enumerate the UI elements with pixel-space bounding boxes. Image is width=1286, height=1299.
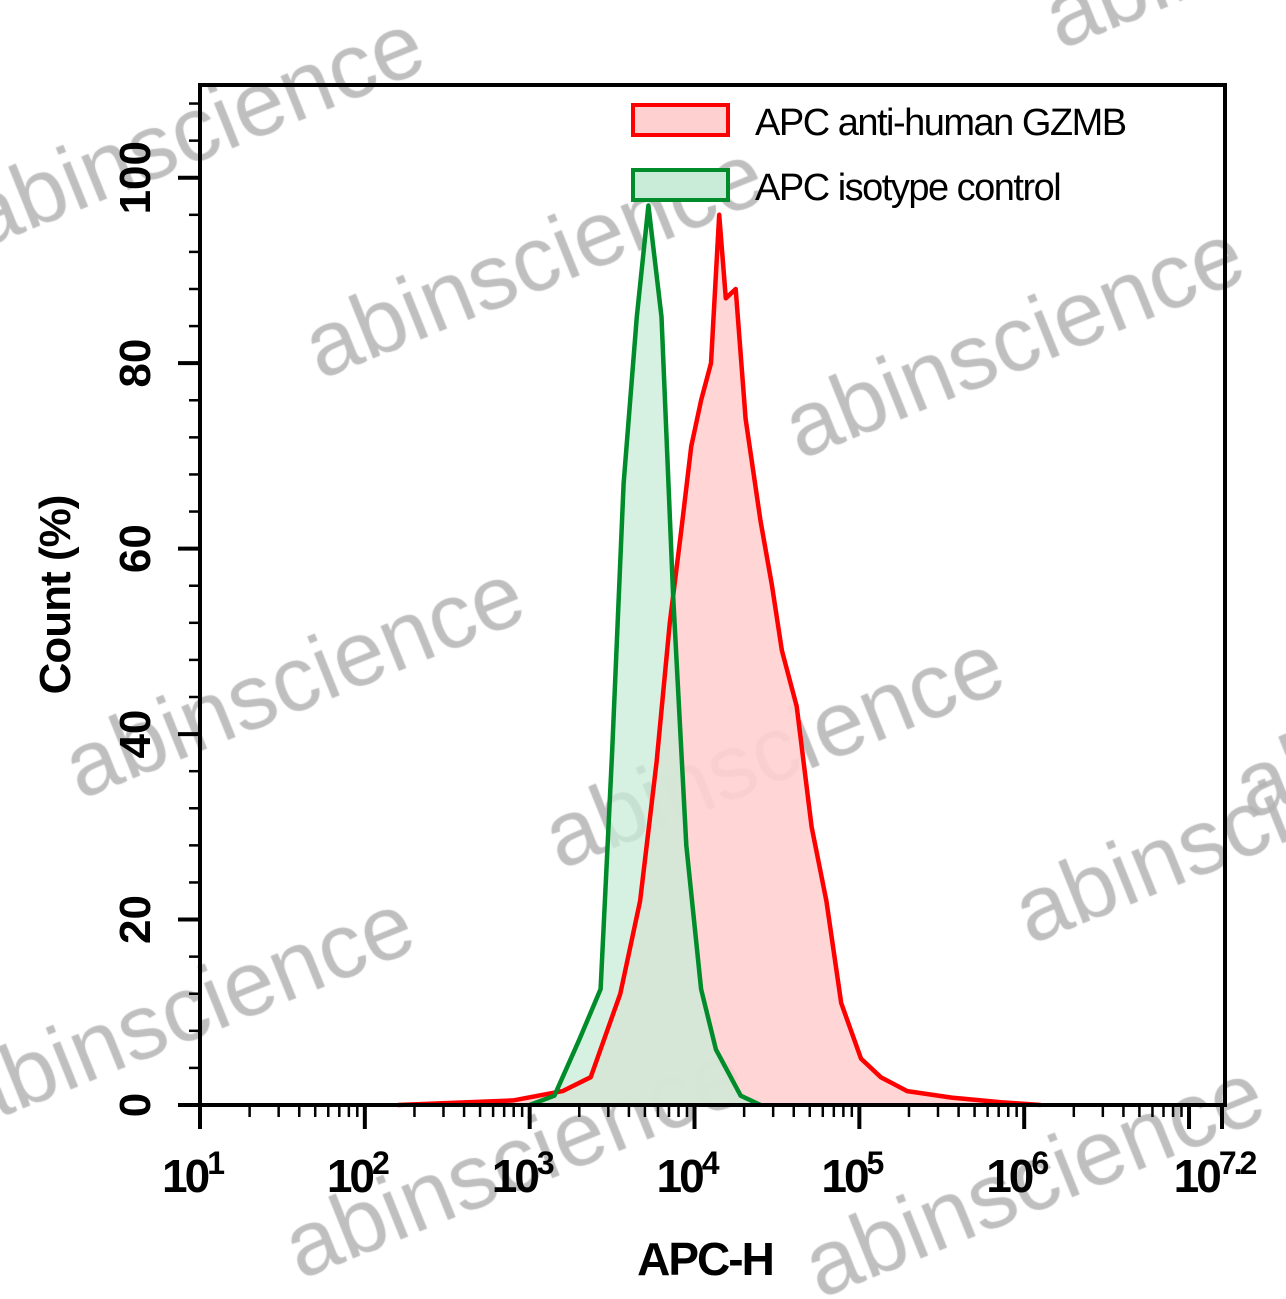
x-tick-exponent: 3: [537, 1145, 554, 1181]
x-tick-label: 104: [657, 1145, 720, 1202]
x-tick-label: 106: [986, 1145, 1048, 1202]
x-tick-label: 103: [492, 1145, 554, 1202]
series-fill-1: [529, 205, 761, 1105]
x-tick-exponent: 6: [1031, 1145, 1048, 1181]
y-tick-label: 80: [111, 339, 160, 388]
legend-swatch: [631, 168, 730, 202]
legend-label: APC anti-human GZMB: [755, 102, 1126, 144]
series-fill-0: [397, 214, 1041, 1106]
x-tick-label: 101: [162, 1145, 224, 1202]
x-tick-exponent: 4: [702, 1145, 720, 1181]
series-line-0: [397, 212, 1041, 1108]
x-tick-label: 102: [327, 1145, 389, 1202]
plot-frame: [198, 83, 1227, 1107]
plot-curves: [397, 203, 1041, 1108]
x-tick-exponent: 5: [867, 1145, 884, 1181]
x-tick-label: 107.2: [1174, 1145, 1257, 1202]
series-line-1: [528, 203, 762, 1108]
y-tick-label: 100: [111, 141, 160, 214]
legend-swatch: [631, 103, 730, 137]
x-tick-exponent: 1: [207, 1145, 224, 1181]
y-tick-label: 0: [111, 1093, 160, 1117]
legend-label: APC isotype control: [755, 167, 1060, 209]
x-tick-exponent: 2: [372, 1145, 389, 1181]
x-tick-exponent: 7.2: [1219, 1145, 1257, 1181]
x-tick-label: 105: [821, 1145, 883, 1202]
x-axis-label: APC-H: [637, 1233, 773, 1285]
y-tick-label: 20: [111, 895, 160, 944]
y-tick-label: 60: [111, 524, 160, 573]
y-axis-label: Count (%): [31, 496, 80, 695]
y-tick-label: 40: [111, 710, 160, 759]
legend: APC anti-human GZMB APC isotype control: [631, 102, 1127, 209]
